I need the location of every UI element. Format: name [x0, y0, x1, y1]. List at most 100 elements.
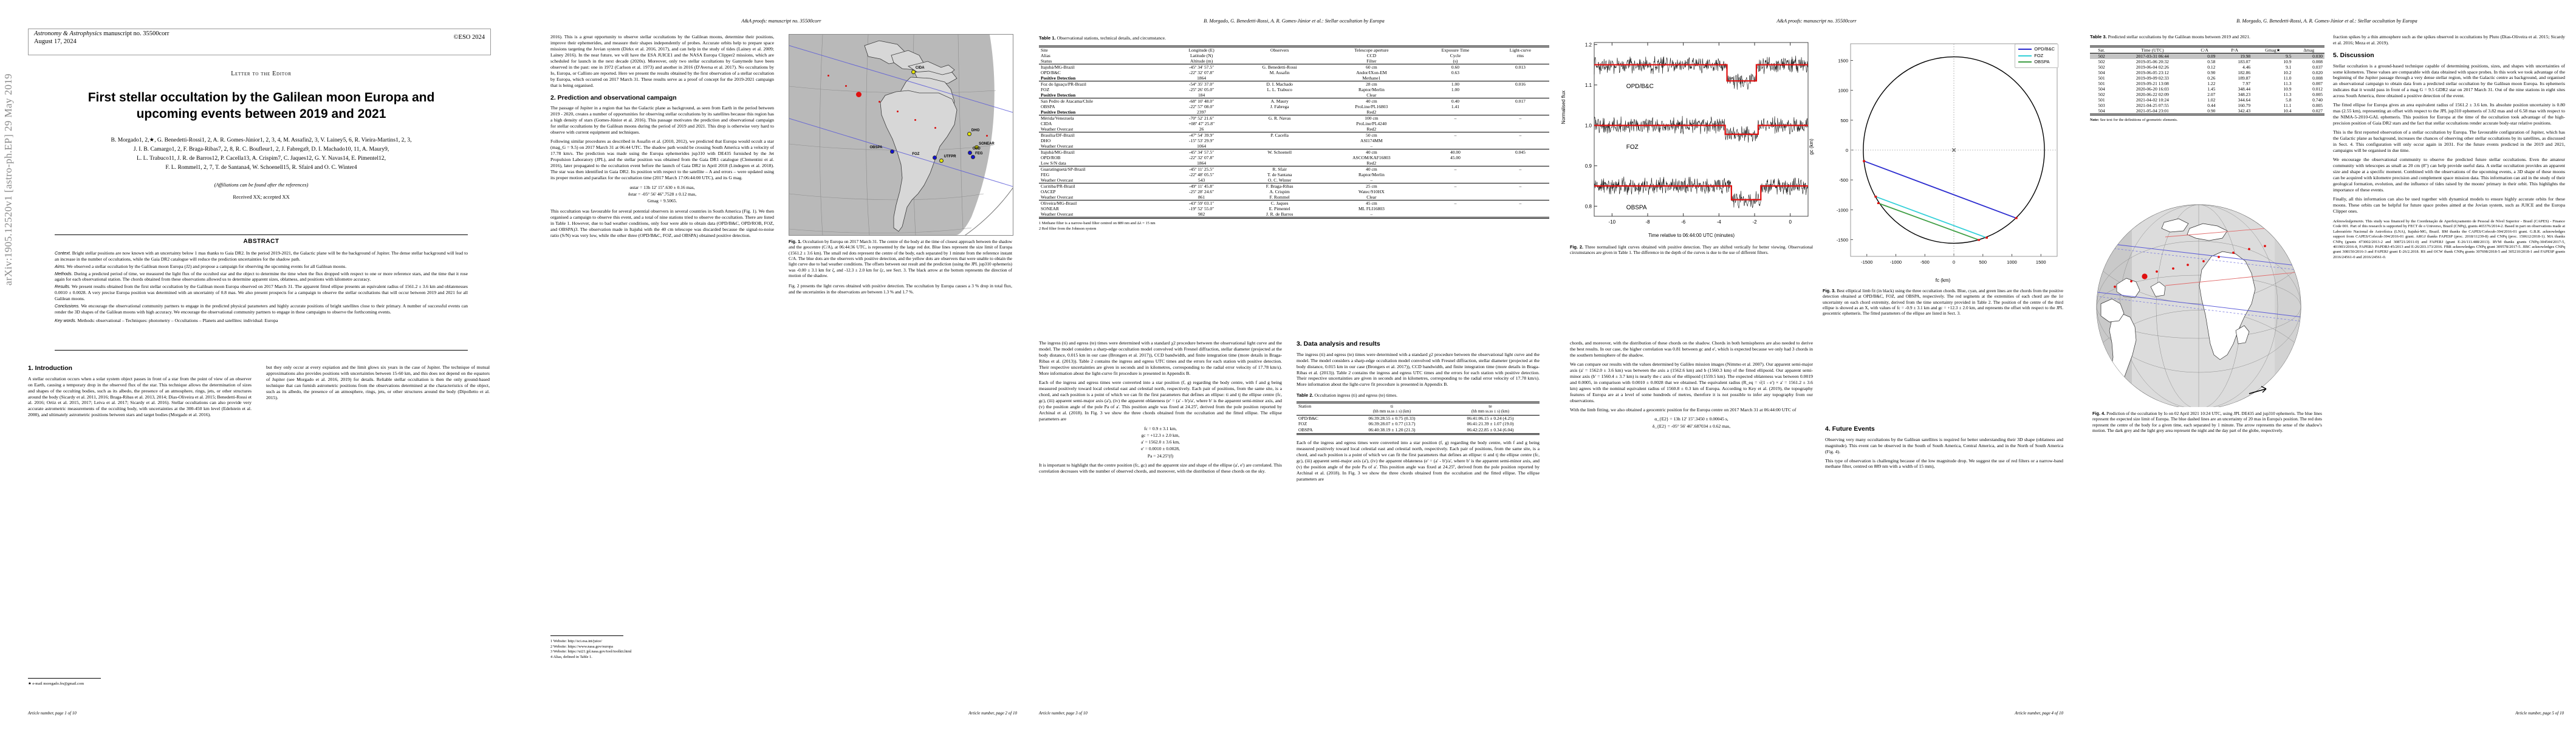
t3-gmag: 10.9	[2283, 86, 2292, 92]
abstract-context-label: Context.	[55, 250, 71, 256]
letter-to-editor: Letter to the Editor	[231, 70, 292, 77]
svg-text:OPD/B&C: OPD/B&C	[1626, 83, 1654, 90]
t1-exposure-blank	[1419, 177, 1492, 183]
globe-prediction-figure	[2092, 200, 2322, 409]
table-row: Brasília/DF-Brazil -47º 54' 39.9" P. Cacel…	[1039, 131, 1549, 138]
table-1-header-cell: Filter	[1366, 58, 1377, 64]
t2-subheader: (hh mm ss.ss ± s) (km)	[1372, 409, 1411, 414]
table-1-header-cell: (s)	[1453, 58, 1458, 64]
t3-gmag: 9.5	[2252, 52, 2293, 59]
station-dot-opd	[968, 150, 973, 155]
t1-telescope: 50 cm	[1323, 131, 1420, 138]
t1-site: Itajubá/MG-Brazil	[1039, 148, 1168, 155]
t1-ccd: Raptor/Merlin	[1358, 171, 1385, 177]
t1-exposure: –	[1419, 199, 1492, 206]
p3-right-tail: Each of the ingress and egress times wer…	[1297, 439, 1540, 482]
t1-status: Weather Overcast	[1041, 143, 1074, 149]
svg-text:1500: 1500	[1838, 58, 1848, 64]
svg-text:1.2: 1.2	[1585, 42, 1592, 47]
p4-left-text3: With the limb fitting, we also obtained …	[1570, 406, 1797, 412]
t3-sat: 501	[2098, 80, 2105, 86]
t3-dmag: 0.007	[2312, 80, 2323, 86]
p4-column-right: 4. Future Events Observing very many occ…	[1825, 425, 2063, 470]
manuscript-no: manuscript no. 35500corr	[103, 30, 170, 37]
abstract-rule-top	[55, 234, 468, 235]
t1-rms: 0.045	[1491, 148, 1549, 155]
table-row: Weather Overcast 861 F. Rommel Clear	[1039, 194, 1549, 200]
t1-ccd: ProLine/PL16803	[1355, 103, 1388, 109]
t1-status: Weather Overcast	[1039, 211, 1168, 219]
table-1-header-cell	[1236, 58, 1324, 64]
t3-pa: 19.98	[2217, 52, 2253, 59]
t1-exposure: 0.40	[1419, 97, 1492, 104]
table-1-header-cell: Exposure Time	[1419, 45, 1492, 53]
station-label-sonear: SONEAR	[979, 142, 995, 146]
svg-text:-1000: -1000	[1837, 207, 1848, 213]
p1-column-left: 1. Introduction A stellar occultation oc…	[28, 364, 252, 418]
t1-exposure: –	[1419, 165, 1492, 172]
table-row: Weather Overcast 1064 –	[1039, 143, 1549, 149]
station-label-utfpr: UTFPR	[944, 155, 956, 159]
p5-s5-text: Stellar occultation is a ground-based te…	[2333, 63, 2565, 99]
observational-stations-table: Site Longitude (E) Observers Telescope aper…	[1039, 45, 1549, 219]
t1-alias: OBSPA	[1041, 103, 1055, 109]
abstract-heading: ABSTRACT	[243, 238, 279, 245]
t1-alt: 2397	[1197, 109, 1207, 115]
author-line: L. L. Trabuco11, J. R. de Barros12, P. C…	[136, 154, 386, 162]
t1-alt: 1864	[1197, 75, 1207, 81]
t1-observer	[1236, 92, 1324, 98]
t1-observer: G. Benedetti-Rossi	[1235, 63, 1324, 70]
t1-site: Brasília/DF-Brazil	[1039, 131, 1168, 138]
t3-ca: 1.02	[2207, 97, 2216, 103]
t1-exposure-blank	[1419, 194, 1492, 200]
keywords-text: Methods: observational – Techniques: pho…	[76, 317, 278, 323]
table-1-header-cell: Status	[1041, 58, 1052, 64]
p2-fig2-lead: Fig. 2 presents the light curves obtaine…	[789, 283, 1012, 295]
table-1-header-cell: Telescope aperture	[1323, 45, 1420, 53]
station-dot-foz	[932, 155, 937, 160]
chord-xlabel: fc (km)	[1935, 278, 1951, 283]
light-curve-chart: 0.8 0.9 1.0 1.1 1.2 -10 -8 -6 -4 -2 0 OPD/B&C FOZ OBS…	[1561, 38, 1813, 232]
p2-section2-text: The passage of Jupiter in a region that …	[550, 105, 774, 135]
table-3-note-label: Note:	[2090, 117, 2099, 122]
t3-ca: 0.09	[2191, 52, 2218, 59]
t3-gmag: 10.2	[2283, 69, 2292, 75]
running-head-authors: B. Morgado, G. Benedetti-Rossi, A. R. Go…	[2236, 18, 2417, 24]
t1-rms: –	[1491, 182, 1549, 189]
t1-site: Guaratinguetá/SP-Brazil	[1039, 165, 1168, 172]
t2-header: ti	[1342, 402, 1441, 409]
t1-alt: 184	[1197, 92, 1205, 98]
t1-exposure-blank	[1419, 160, 1492, 166]
t1-alias: OPD/B&C	[1041, 69, 1061, 75]
shadow-centre-dot	[896, 111, 899, 113]
t1-filter: Clear	[1366, 92, 1377, 98]
t3-gmag: 11.1	[2283, 102, 2292, 108]
abstract-aims: We observed a stellar occultation by the…	[65, 263, 347, 269]
legend-label: OPD/B&C	[2034, 46, 2055, 52]
svg-text:✕: ✕	[1951, 147, 1956, 154]
t1-exposure: –	[1419, 114, 1492, 121]
t2-station: FOZ	[1298, 421, 1307, 427]
chord-legend: OPD/B&C FOZ OBSPA	[2015, 44, 2058, 68]
table-row: 501 2019-09-09 02:33 0.26 189.87 11.0 0.008	[2090, 75, 2324, 81]
t1-rms: 0.017	[1491, 97, 1549, 104]
figure-1-caption-text: Occultation by Europa on 2017 March 31. …	[789, 239, 1012, 278]
figure-1-block: CIDA DHO SONEAR OPD FEG OBSPA FOZ UTFPR Fig. 1.…	[789, 34, 1013, 295]
t1-lat: -22º 32' 07.8"	[1189, 69, 1214, 75]
acknowledgements-text: This study was financed by the Coordenaç…	[2333, 219, 2565, 259]
t1-cycle	[1419, 121, 1492, 126]
t1-rms: –	[1491, 131, 1549, 138]
t1-status: Low S/N data	[1041, 160, 1066, 166]
table-row: 504 2021-05-04 23:01 0.90 342.43 10.4 0.027	[2090, 108, 2324, 115]
t1-site: San Pedro de Atacama/Chile	[1039, 97, 1168, 104]
figure-3-caption: Fig. 3. Best elliptical limb fit (in bla…	[1823, 288, 2063, 317]
arxiv-stamp: arXiv:1905.12520v1 [astro-ph.EP] 29 May …	[2, 73, 14, 286]
t3-header: Gmag★	[2252, 45, 2293, 53]
t1-exposure: –	[1419, 182, 1492, 189]
t3-sat: 502	[2098, 64, 2105, 70]
legend-item: OPD/B&C	[2018, 46, 2055, 53]
t1-ccd: ML FLI16803	[1358, 205, 1385, 211]
t1-observer: J. Fabrega	[1270, 103, 1289, 109]
t1-exposure: 1.00	[1419, 80, 1492, 87]
t3-ca: 0.58	[2207, 58, 2216, 64]
